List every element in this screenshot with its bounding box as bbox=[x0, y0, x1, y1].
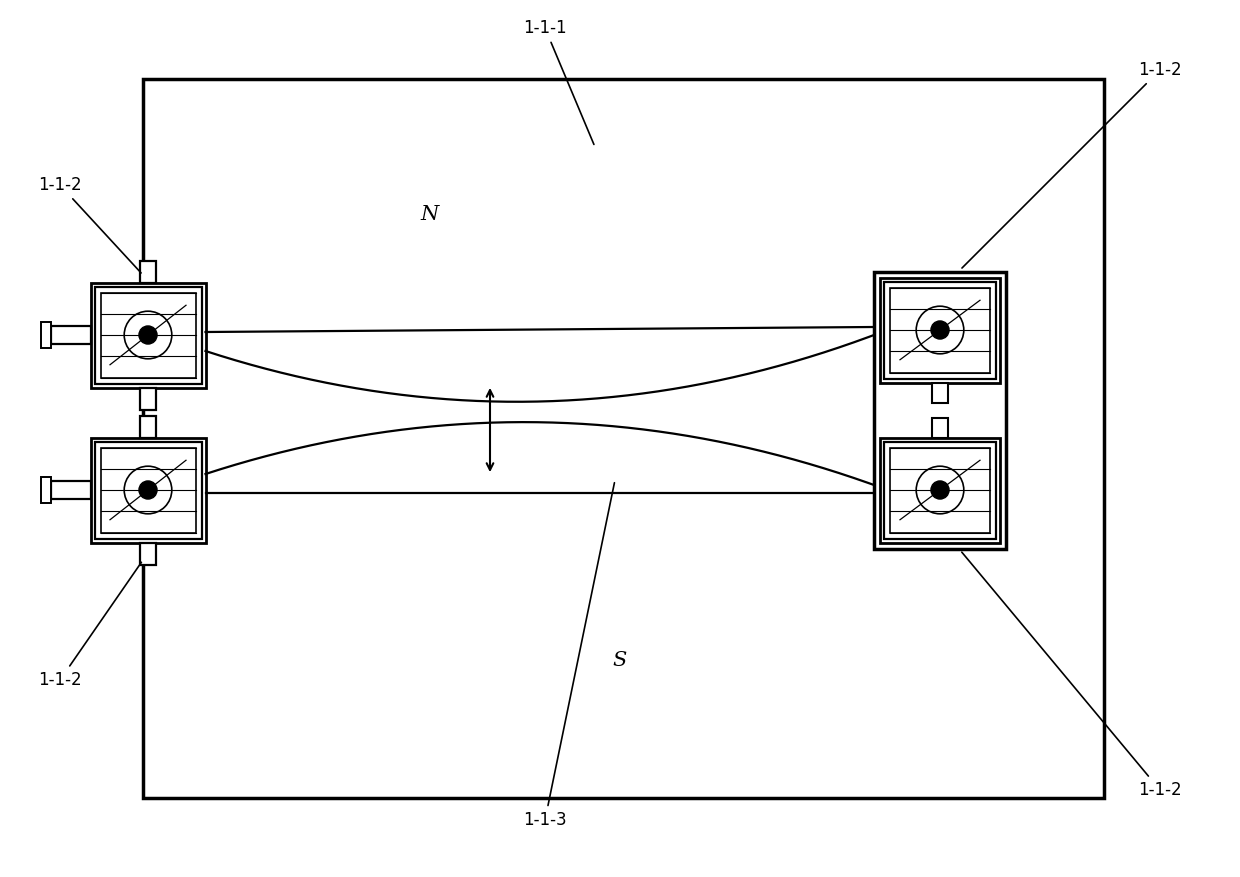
Bar bbox=[932, 382, 949, 403]
Bar bbox=[890, 447, 990, 532]
Text: 1-1-2: 1-1-2 bbox=[962, 553, 1182, 799]
Bar bbox=[51, 326, 91, 344]
Bar bbox=[41, 322, 51, 348]
Text: 1-1-1: 1-1-1 bbox=[523, 19, 594, 145]
Bar bbox=[91, 438, 206, 543]
Bar bbox=[41, 477, 51, 503]
Circle shape bbox=[931, 321, 949, 339]
Circle shape bbox=[931, 481, 949, 499]
Bar bbox=[91, 282, 206, 388]
Bar bbox=[140, 543, 156, 565]
Bar bbox=[143, 79, 1104, 798]
Circle shape bbox=[139, 326, 157, 344]
Text: 1-1-2: 1-1-2 bbox=[962, 61, 1182, 268]
Text: S: S bbox=[613, 651, 627, 669]
Bar bbox=[100, 293, 196, 377]
Bar bbox=[880, 277, 999, 382]
Text: 1-1-2: 1-1-2 bbox=[38, 562, 141, 689]
Bar bbox=[51, 481, 91, 499]
Bar bbox=[100, 447, 196, 532]
Circle shape bbox=[139, 481, 157, 499]
Bar bbox=[884, 441, 996, 538]
Bar bbox=[94, 441, 201, 538]
Bar bbox=[884, 282, 996, 379]
Text: N: N bbox=[420, 205, 439, 225]
Bar bbox=[880, 438, 999, 543]
Bar bbox=[94, 287, 201, 383]
Text: 1-1-3: 1-1-3 bbox=[523, 482, 615, 829]
Text: 1-1-2: 1-1-2 bbox=[38, 176, 141, 273]
Bar bbox=[932, 417, 949, 438]
Bar bbox=[874, 272, 1006, 548]
Bar bbox=[140, 260, 156, 282]
Bar bbox=[140, 388, 156, 410]
Bar bbox=[890, 288, 990, 373]
Bar bbox=[140, 416, 156, 438]
